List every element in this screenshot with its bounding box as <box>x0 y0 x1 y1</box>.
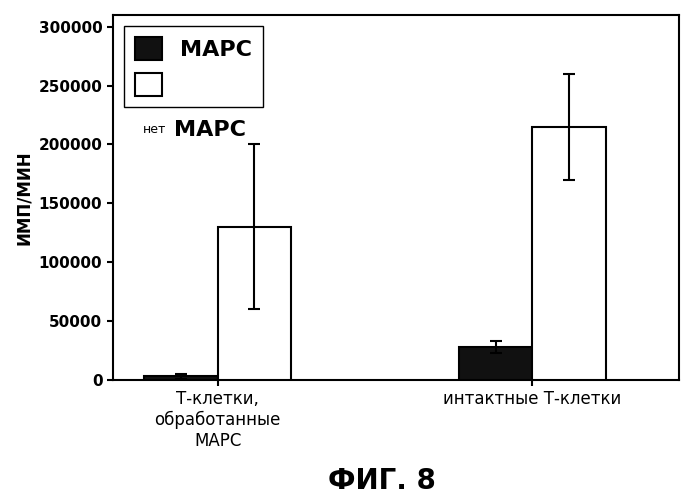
Bar <box>532 127 606 380</box>
Bar <box>459 347 532 380</box>
Text: нет: нет <box>142 124 166 136</box>
Text: МАРС: МАРС <box>174 120 246 140</box>
Bar <box>144 376 218 380</box>
Text: ФИГ. 8: ФИГ. 8 <box>328 467 436 495</box>
Legend: МАРС, : МАРС, <box>124 26 262 108</box>
Bar <box>218 227 291 380</box>
Y-axis label: ИМП/МИН: ИМП/МИН <box>15 150 33 244</box>
